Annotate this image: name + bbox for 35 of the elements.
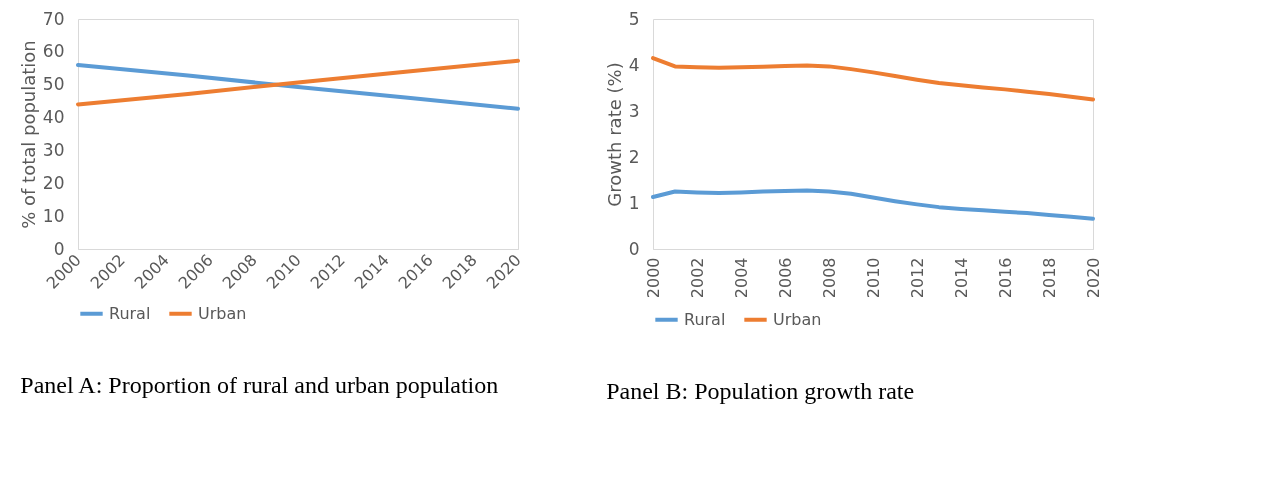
y-tick-label: 50 xyxy=(42,74,65,95)
x-tick-label: 2016 xyxy=(995,257,1015,299)
y-tick-label: 3 xyxy=(628,100,640,121)
x-tick-label: 2008 xyxy=(819,257,839,299)
x-tick-label: 2010 xyxy=(863,257,883,299)
legend-label: Rural xyxy=(684,309,726,329)
y-tick-label: 30 xyxy=(42,139,65,160)
legend-label: Rural xyxy=(109,303,151,323)
y-tick-label: 4 xyxy=(628,54,640,75)
y-tick-label: 60 xyxy=(42,41,65,62)
x-tick-label: 2006 xyxy=(775,257,795,299)
y-tick-label: 5 xyxy=(628,8,640,29)
y-tick-label: 2 xyxy=(628,146,640,167)
line-series xyxy=(651,188,1095,221)
x-tick-label: 2000 xyxy=(643,257,663,299)
y-axis-title: Growth rate (%) xyxy=(603,62,625,207)
legend-label: Urban xyxy=(773,309,822,329)
x-tick-label: 2012 xyxy=(907,257,927,299)
x-tick-label: 2020 xyxy=(1083,257,1103,299)
y-tick-label: 20 xyxy=(42,172,65,193)
y-tick-label: 0 xyxy=(628,238,640,259)
text: Panel A: Proportion of rural and urban population xyxy=(20,372,499,398)
x-tick-label: 2002 xyxy=(687,257,707,299)
line-series xyxy=(651,56,1095,102)
x-tick-label: 2004 xyxy=(731,257,751,299)
x-tick-label: 2014 xyxy=(951,257,971,299)
y-tick-label: 0 xyxy=(53,238,65,259)
y-tick-label: 1 xyxy=(628,192,640,213)
y-tick-label: 10 xyxy=(42,205,65,226)
x-tick-label: 2018 xyxy=(1039,257,1059,299)
legend-label: Urban xyxy=(198,303,247,323)
y-tick-label: 40 xyxy=(42,107,65,128)
text: Panel B: Population growth rate xyxy=(606,378,915,404)
y-tick-label: 70 xyxy=(42,8,65,29)
y-axis-title: % of total population xyxy=(17,40,39,229)
